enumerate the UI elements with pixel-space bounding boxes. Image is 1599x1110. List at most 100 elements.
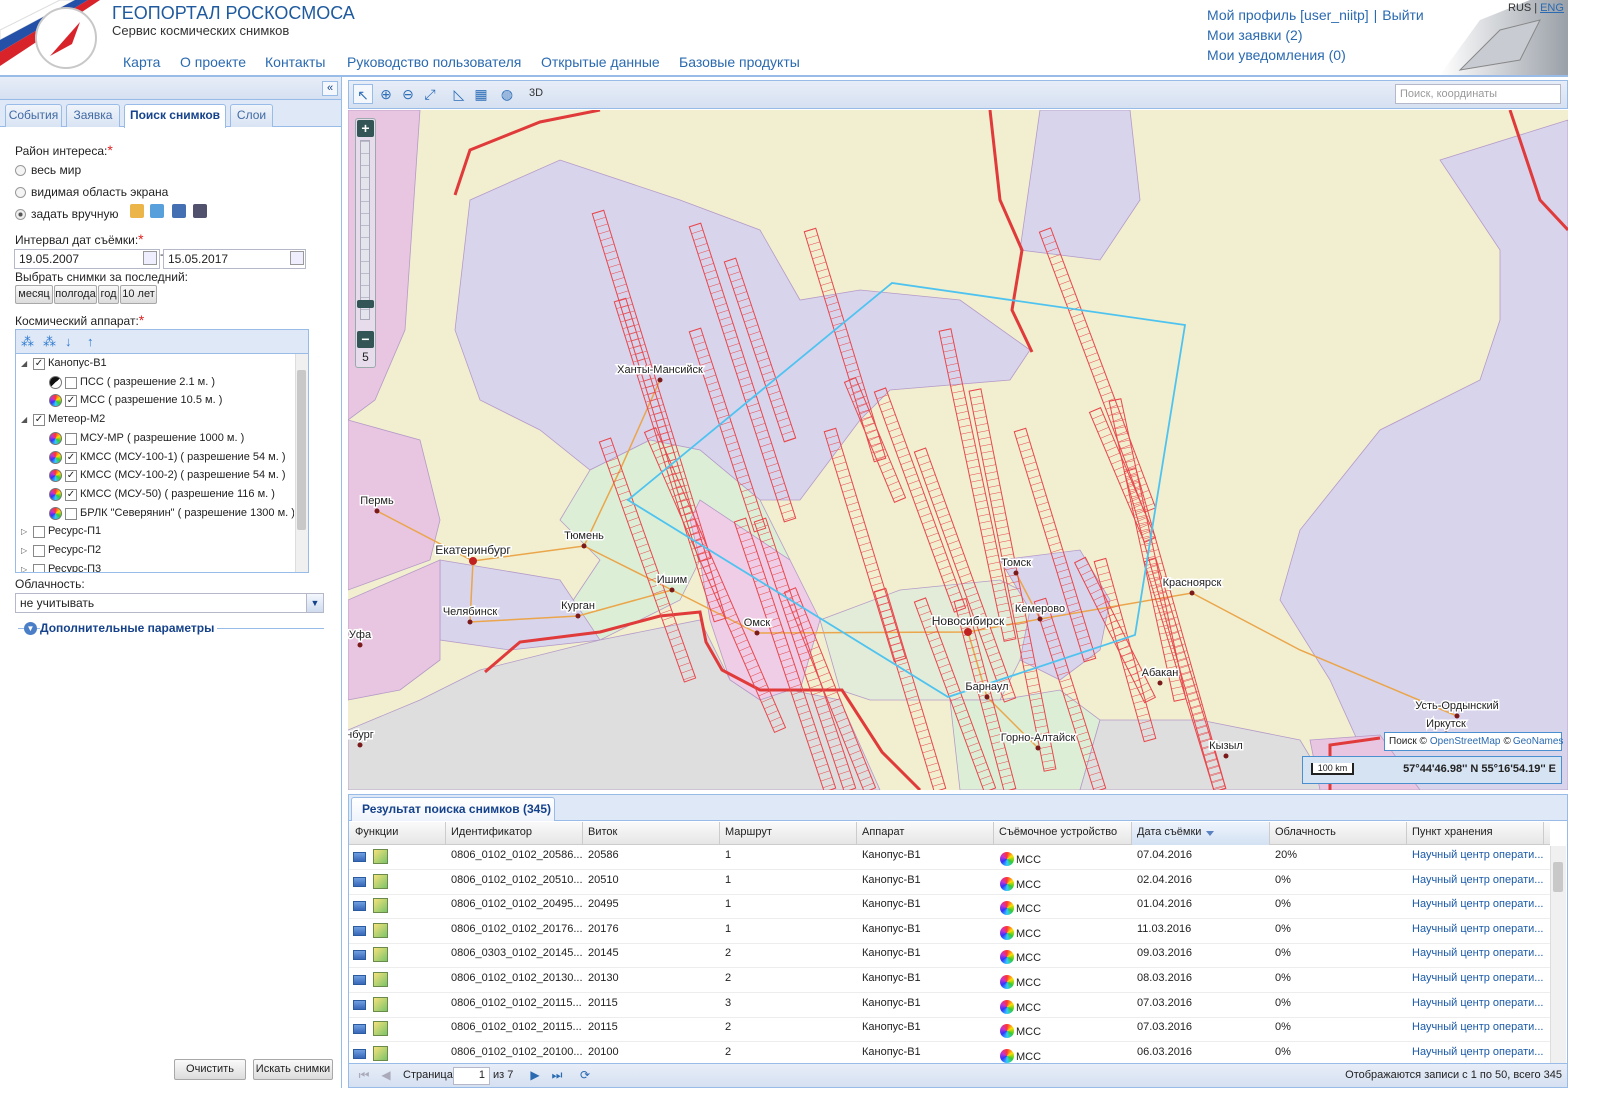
checkbox[interactable] xyxy=(33,526,45,539)
zoom-handle[interactable] xyxy=(357,300,374,308)
zoom-out[interactable]: − xyxy=(357,331,374,348)
column-header[interactable]: Пункт хранения xyxy=(1412,826,1493,838)
nav-link[interactable]: Руководство пользователя xyxy=(347,54,522,70)
row-icon[interactable] xyxy=(373,873,388,889)
cell[interactable]: Научный центр операти... xyxy=(1412,922,1544,935)
map-tool[interactable]: ◺ xyxy=(453,86,465,102)
tab[interactable]: Заявка xyxy=(66,104,120,127)
cell[interactable]: Научный центр операти... xyxy=(1412,996,1544,1009)
row-icon[interactable] xyxy=(373,1045,388,1061)
map-tool[interactable]: ◍ xyxy=(500,86,514,102)
pager-button[interactable]: ⟳ xyxy=(579,1068,591,1082)
tree-expander[interactable]: ▷ xyxy=(21,546,28,555)
tab[interactable]: События xyxy=(5,104,62,127)
mode-3d[interactable]: 3D xyxy=(529,87,544,99)
nav-link[interactable]: Контакты xyxy=(265,54,326,70)
row-icon[interactable] xyxy=(353,1048,366,1059)
action-button[interactable]: Искать снимки xyxy=(253,1059,333,1080)
tree-tool[interactable]: ⁂ xyxy=(21,334,34,349)
grid-row[interactable] xyxy=(349,870,1550,895)
row-icon[interactable] xyxy=(353,925,366,936)
period-button[interactable]: 10 лет xyxy=(120,285,157,304)
nav-link[interactable]: Базовые продукты xyxy=(679,54,800,70)
map-tool[interactable]: ▦ xyxy=(474,86,488,102)
cell[interactable]: Научный центр операти... xyxy=(1412,972,1544,984)
calendar-button[interactable] xyxy=(290,251,304,265)
pager-button[interactable]: ▶ xyxy=(530,1068,540,1082)
tool-icon[interactable] xyxy=(193,204,207,218)
pager-button[interactable]: ⏭ xyxy=(551,1068,563,1082)
row-icon[interactable] xyxy=(373,947,388,963)
nav-link[interactable]: Карта xyxy=(123,54,161,70)
map-search[interactable]: Поиск, координаты xyxy=(1395,84,1561,104)
grid-row[interactable] xyxy=(349,993,1550,1018)
pager-button[interactable]: ⏮ xyxy=(358,1068,370,1082)
tree-expander[interactable]: ◢ xyxy=(21,359,28,368)
checkbox[interactable]: ✓ xyxy=(33,414,45,427)
page-input[interactable]: 1 xyxy=(453,1067,490,1085)
tree-expander[interactable]: ◢ xyxy=(21,415,28,425)
grid-row[interactable] xyxy=(349,894,1550,920)
grid-row[interactable] xyxy=(349,1017,1550,1043)
zoom-in[interactable]: + xyxy=(357,120,374,137)
checkbox[interactable] xyxy=(33,563,45,572)
tree-tool[interactable]: ⁂ xyxy=(43,334,56,349)
tool-icon[interactable] xyxy=(150,204,164,218)
calendar-button[interactable] xyxy=(143,251,157,265)
tree-tool[interactable]: ↑ xyxy=(87,334,94,349)
tab[interactable]: Поиск снимков xyxy=(124,104,226,128)
cell[interactable]: Научный центр операти... xyxy=(1412,1021,1544,1034)
row-icon[interactable] xyxy=(373,898,388,914)
nav-link[interactable]: Открытые данные xyxy=(541,54,660,70)
tree-tool[interactable]: ↓ xyxy=(65,334,72,349)
row-icon[interactable] xyxy=(353,876,366,887)
action-button[interactable]: Очистить xyxy=(174,1059,246,1080)
row-icon[interactable] xyxy=(373,972,388,987)
column-header[interactable]: Съёмочное устройство xyxy=(999,826,1118,838)
column-header[interactable]: Облачность xyxy=(1275,826,1336,838)
tool-icon[interactable] xyxy=(172,204,186,218)
grid-row[interactable] xyxy=(349,845,1550,870)
period-button[interactable]: месяц xyxy=(15,285,53,304)
map-tool[interactable]: ↖ xyxy=(353,84,373,104)
results-tab[interactable]: Результат поиска снимков (345) xyxy=(351,797,555,821)
checkbox[interactable]: ✓ xyxy=(65,395,77,408)
row-icon[interactable] xyxy=(373,922,388,938)
column-header[interactable]: Идентификатор xyxy=(451,826,532,838)
period-button[interactable]: год xyxy=(98,285,119,304)
column-header[interactable]: Дата съёмки xyxy=(1137,826,1202,838)
row-icon[interactable] xyxy=(353,901,366,912)
tool-icon[interactable] xyxy=(130,204,144,218)
row-icon[interactable] xyxy=(353,1024,366,1035)
logout-link[interactable]: Выйти xyxy=(1382,7,1424,23)
radio[interactable] xyxy=(15,209,26,220)
column-header[interactable]: Функции xyxy=(355,826,399,838)
checkbox[interactable] xyxy=(65,507,77,520)
checkbox[interactable] xyxy=(65,376,77,389)
cell[interactable]: Научный центр операти... xyxy=(1412,849,1544,861)
row-icon[interactable] xyxy=(353,975,366,985)
map-tool[interactable]: ⤢ xyxy=(424,86,436,102)
tree-expander[interactable]: ▷ xyxy=(21,527,28,537)
radio[interactable] xyxy=(15,187,26,198)
checkbox[interactable]: ✓ xyxy=(65,470,77,483)
notifications-link[interactable]: Мои уведомления (0) xyxy=(1207,47,1346,63)
map[interactable]: Ханты-Мансийск Пермь Екатеринбург Тюмень Иши… xyxy=(348,110,1568,790)
cell[interactable]: Научный центр операти... xyxy=(1412,947,1544,960)
column-header[interactable]: Маршрут xyxy=(725,826,772,838)
language[interactable]: RUS xyxy=(1508,2,1532,14)
map-tool[interactable]: ⊖ xyxy=(402,86,414,102)
nav-link[interactable]: О проекте xyxy=(180,54,247,70)
column-header[interactable]: Аппарат xyxy=(862,826,905,838)
attribution-link[interactable]: OpenStreetMap xyxy=(1429,736,1501,747)
language[interactable]: ENG xyxy=(1540,2,1564,14)
requests-link[interactable]: Мои заявки (2) xyxy=(1207,27,1303,43)
grid-row[interactable] xyxy=(349,968,1550,993)
checkbox[interactable] xyxy=(65,432,77,445)
extra-params[interactable]: Дополнительные параметры xyxy=(40,621,218,636)
row-icon[interactable] xyxy=(353,950,366,961)
row-icon[interactable] xyxy=(353,999,366,1010)
radio[interactable] xyxy=(15,165,26,176)
select-arrow[interactable]: ▼ xyxy=(306,594,323,612)
grid-row[interactable] xyxy=(349,919,1550,944)
